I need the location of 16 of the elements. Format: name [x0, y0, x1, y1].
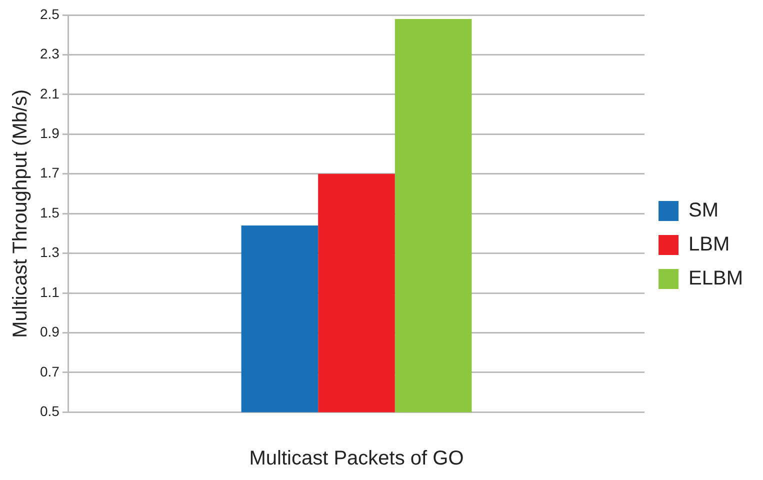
y-tick-label: 2.5 — [40, 6, 60, 22]
y-tick-label: 1.1 — [40, 284, 60, 300]
x-axis-title: Multicast Packets of GO — [249, 448, 464, 470]
y-tick-label: 2.1 — [40, 85, 60, 102]
y-axis-title: Multicast Throughput (Mb/s) — [10, 89, 32, 338]
y-tick-label: 0.5 — [40, 403, 60, 420]
y-tick-label: 0.7 — [40, 363, 60, 380]
y-tick-label: 1.5 — [40, 204, 60, 220]
y-tick-label: 1.3 — [40, 244, 60, 260]
y-tick-label: 1.7 — [40, 164, 60, 181]
legend-label: LBM — [688, 234, 730, 256]
legend-label: ELBM — [688, 268, 744, 290]
legend-label: SM — [688, 200, 719, 222]
y-tick-label: 0.9 — [40, 324, 60, 340]
y-tick-label: 2.3 — [40, 46, 60, 62]
y-tick-label: 1.9 — [40, 125, 60, 142]
